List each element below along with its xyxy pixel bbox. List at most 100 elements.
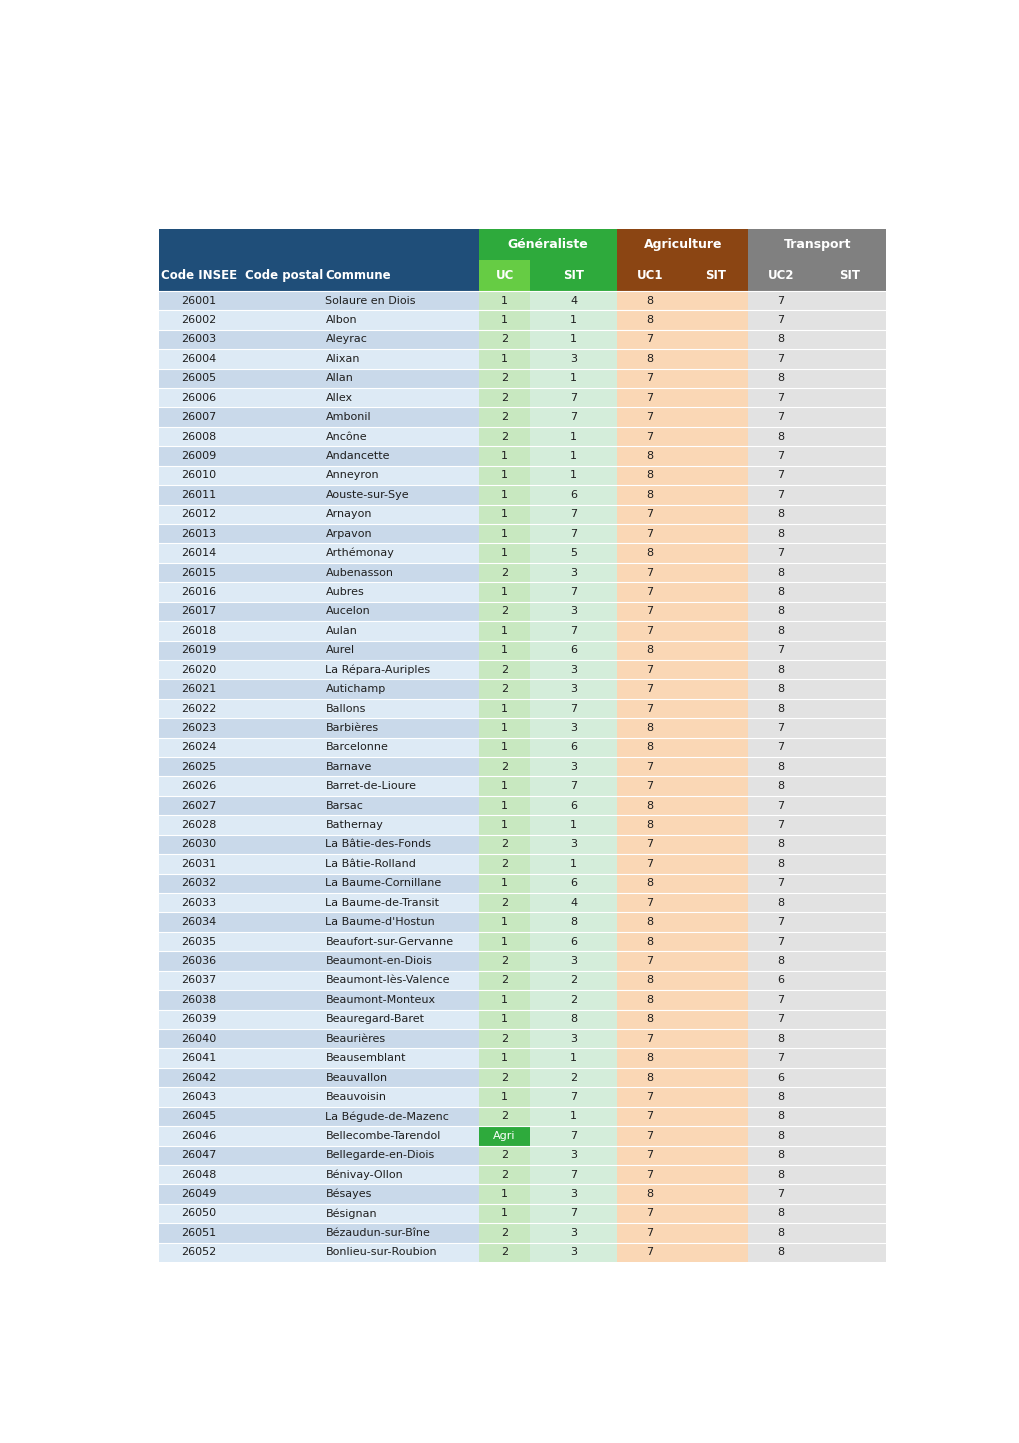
Bar (479, 427, 530, 446)
Text: 2: 2 (500, 1111, 507, 1121)
Bar (238, 1010, 319, 1029)
Bar (682, 427, 748, 446)
Text: 6: 6 (570, 879, 577, 889)
Bar (319, 388, 479, 407)
Bar (159, 698, 238, 719)
Bar (319, 446, 479, 466)
Text: 8: 8 (776, 374, 784, 384)
Bar (748, 1049, 813, 1068)
Bar (616, 854, 682, 873)
Bar (530, 310, 616, 330)
Text: Barret-de-Lioure: Barret-de-Lioure (325, 781, 416, 791)
Bar (530, 524, 616, 544)
Bar (530, 873, 616, 893)
Text: Barcelonne: Barcelonne (325, 742, 388, 752)
Bar (319, 1242, 479, 1263)
Bar (813, 330, 886, 349)
Bar (813, 971, 886, 990)
Bar (813, 349, 886, 368)
Text: 7: 7 (570, 1092, 577, 1102)
Bar (530, 971, 616, 990)
Bar (530, 1010, 616, 1029)
Text: 8: 8 (776, 1247, 784, 1257)
Text: 1: 1 (500, 548, 507, 558)
Text: 7: 7 (646, 684, 653, 694)
Text: 3: 3 (570, 840, 577, 850)
Bar (530, 834, 616, 854)
Bar (748, 893, 813, 912)
Bar (159, 1126, 238, 1146)
Bar (159, 797, 238, 815)
Text: 7: 7 (646, 392, 653, 403)
Bar (238, 583, 319, 602)
Text: 1: 1 (500, 1053, 507, 1063)
Bar (479, 932, 530, 951)
Text: 8: 8 (646, 975, 653, 986)
Text: 7: 7 (776, 470, 784, 481)
Bar (530, 776, 616, 797)
Bar (159, 260, 238, 291)
Bar (682, 641, 748, 659)
Bar (682, 1165, 748, 1185)
Bar (319, 1224, 479, 1242)
Bar (813, 260, 886, 291)
Bar (530, 1049, 616, 1068)
Text: 8: 8 (646, 879, 653, 889)
Text: 2: 2 (500, 567, 507, 577)
Text: Alixan: Alixan (325, 354, 360, 364)
Text: 1: 1 (500, 723, 507, 733)
Bar (748, 291, 813, 310)
Bar (530, 1029, 616, 1049)
Text: 7: 7 (646, 1208, 653, 1218)
Bar (319, 932, 479, 951)
Text: 7: 7 (776, 354, 784, 364)
Bar (813, 776, 886, 797)
Text: 3: 3 (570, 1033, 577, 1043)
Bar (682, 310, 748, 330)
Bar (479, 1107, 530, 1126)
Bar (813, 1146, 886, 1165)
Text: UC2: UC2 (767, 268, 794, 281)
Bar (319, 349, 479, 368)
Bar (319, 758, 479, 776)
Bar (530, 388, 616, 407)
Bar (479, 698, 530, 719)
Bar (682, 659, 748, 680)
Bar (238, 330, 319, 349)
Bar (616, 407, 682, 427)
Bar (616, 310, 682, 330)
Bar (159, 1107, 238, 1126)
Text: 8: 8 (776, 431, 784, 442)
Text: 26021: 26021 (181, 684, 216, 694)
Bar (159, 834, 238, 854)
Text: Allan: Allan (325, 374, 353, 384)
Bar (748, 854, 813, 873)
Text: Arpavon: Arpavon (325, 528, 372, 538)
Text: 2: 2 (500, 684, 507, 694)
Bar (748, 1087, 813, 1107)
Bar (479, 854, 530, 873)
Bar (748, 1165, 813, 1185)
Bar (238, 291, 319, 310)
Bar (616, 1242, 682, 1263)
Bar (238, 388, 319, 407)
Bar (238, 758, 319, 776)
Bar (479, 951, 530, 971)
Text: Albon: Albon (325, 315, 357, 325)
Bar (813, 1126, 886, 1146)
Text: Barnave: Barnave (325, 762, 372, 772)
Bar (616, 524, 682, 544)
Bar (530, 330, 616, 349)
Text: 6: 6 (776, 975, 784, 986)
Bar (159, 971, 238, 990)
Text: Bésayes: Bésayes (325, 1189, 372, 1199)
Text: 8: 8 (776, 606, 784, 616)
Bar (530, 466, 616, 485)
Text: 26046: 26046 (181, 1131, 216, 1141)
Bar (748, 228, 886, 260)
Text: 3: 3 (570, 354, 577, 364)
Bar (530, 659, 616, 680)
Bar (682, 1126, 748, 1146)
Bar (319, 815, 479, 834)
Bar (682, 260, 748, 291)
